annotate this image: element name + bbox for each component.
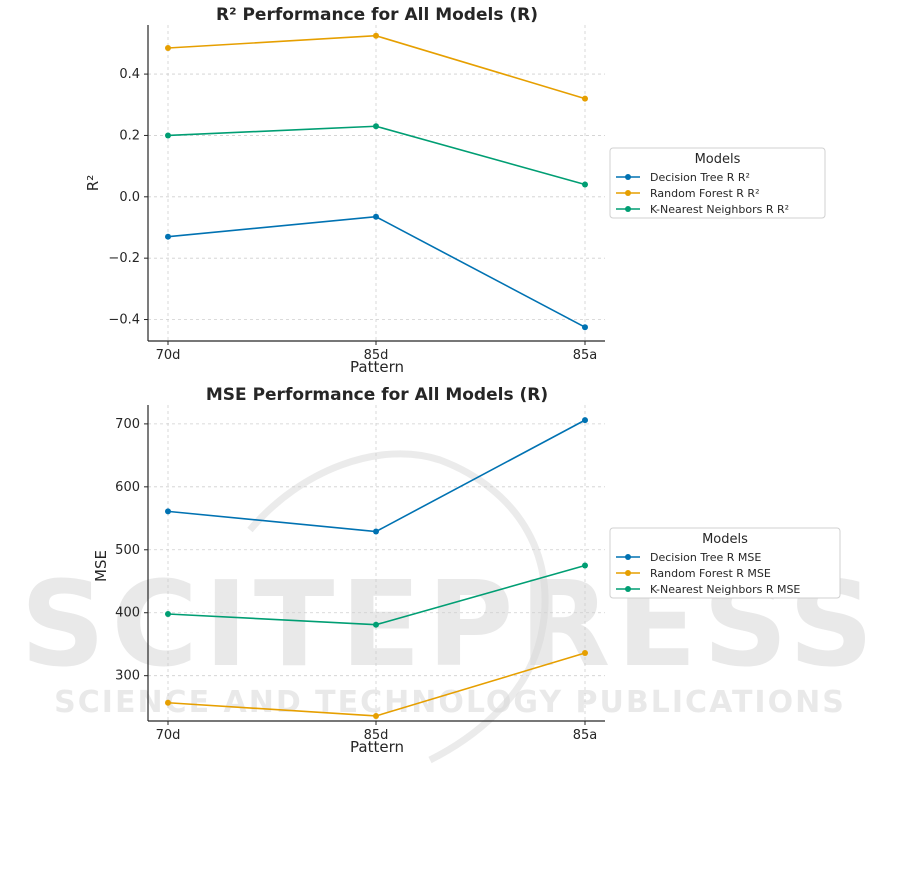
- mse-data-point-decision_tree: [582, 417, 588, 424]
- watermark-swoosh: [247, 450, 549, 764]
- mse-y-tick-label: 300: [115, 669, 140, 684]
- r2-data-point-random_forest: [582, 95, 588, 102]
- mse-y-tick-label: 500: [115, 543, 140, 558]
- mse-x-tick-label: 85a: [573, 728, 598, 743]
- mse-legend-swatch-marker: [625, 586, 631, 592]
- mse-data-point-random_forest: [582, 650, 588, 657]
- mse-y-tick-label: 600: [115, 480, 140, 495]
- mse-chart: MSE Performance for All Models (R) Patte…: [92, 385, 841, 756]
- mse-data-point-random_forest: [373, 712, 379, 719]
- r2-x-tick-label: 85a: [573, 348, 598, 363]
- mse-data-point-knn: [165, 610, 171, 617]
- r2-data-point-decision_tree: [373, 213, 379, 220]
- r2-data-point-knn: [165, 132, 171, 139]
- r2-legend-swatch-marker: [625, 174, 631, 180]
- watermark: SCITEPRESS SCIENCE AND TECHNOLOGY PUBLIC…: [20, 450, 874, 764]
- r2-legend-swatch-marker: [625, 206, 631, 212]
- r2-series-line-knn: [167, 125, 586, 186]
- r2-data-point-decision_tree: [165, 233, 171, 240]
- r2-grid: [148, 25, 605, 341]
- r2-series-line-decision_tree: [167, 215, 586, 328]
- r2-x-tick-label: 85d: [364, 348, 389, 363]
- r2-axes: −0.4 −0.2 0.0 0.2 0.4 70d 85d 85a: [108, 25, 605, 363]
- r2-y-axis-label: R²: [84, 175, 102, 191]
- r2-y-tick-label: 0.4: [119, 67, 140, 82]
- mse-series-line-decision_tree: [167, 419, 586, 533]
- mse-data-point-knn: [373, 621, 379, 628]
- mse-data-point-knn: [582, 562, 588, 569]
- r2-data-point-random_forest: [373, 32, 379, 39]
- r2-legend-box: [609, 147, 826, 219]
- r2-legend: Models Decision Tree R R² Random Forest R …: [609, 147, 826, 219]
- mse-legend-swatch-marker: [625, 554, 631, 560]
- r2-data-point-random_forest: [165, 45, 171, 52]
- mse-x-axis-label: Pattern: [350, 738, 404, 756]
- r2-series-line-random_forest: [167, 34, 586, 100]
- mse-x-tick-label: 70d: [156, 728, 181, 743]
- r2-legend-entry: K-Nearest Neighbors R R²: [650, 203, 789, 216]
- r2-y-tick-label: −0.4: [108, 313, 140, 328]
- mse-chart-title: MSE Performance for All Models (R): [206, 385, 548, 405]
- mse-y-axis-label: MSE: [92, 550, 110, 582]
- r2-data-point-knn: [582, 181, 588, 188]
- r2-chart-title: R² Performance for All Models (R): [216, 5, 538, 25]
- mse-y-tick-label: 700: [115, 417, 140, 432]
- r2-legend-entry: Decision Tree R R²: [650, 171, 750, 184]
- mse-legend-box: [609, 527, 841, 599]
- mse-axes: 300 400 500 600 700 70d 85d 85a: [115, 405, 605, 743]
- mse-legend: Models Decision Tree R MSE Random Forest R…: [609, 527, 841, 599]
- r2-y-tick-label: 0.0: [119, 190, 140, 205]
- r2-y-tick-label: −0.2: [108, 251, 140, 266]
- r2-y-tick-label: 0.2: [119, 128, 140, 143]
- mse-legend-entry: Random Forest R MSE: [650, 567, 771, 580]
- r2-legend-title: Models: [695, 152, 741, 167]
- mse-data-point-decision_tree: [373, 528, 379, 535]
- mse-data-point-random_forest: [165, 699, 171, 706]
- r2-legend-swatch-marker: [625, 190, 631, 196]
- mse-series: [165, 417, 588, 719]
- mse-legend-entry: Decision Tree R MSE: [650, 551, 761, 564]
- r2-data-point-decision_tree: [582, 324, 588, 331]
- r2-x-axis-label: Pattern: [350, 358, 404, 376]
- r2-legend-entry: Random Forest R R²: [650, 187, 759, 200]
- mse-data-point-decision_tree: [165, 508, 171, 515]
- r2-data-point-knn: [373, 123, 379, 130]
- mse-x-tick-label: 85d: [364, 728, 389, 743]
- mse-y-tick-label: 400: [115, 606, 140, 621]
- r2-chart: R² Performance for All Models (R) Patter…: [84, 5, 826, 376]
- r2-series: [165, 32, 588, 331]
- mse-legend-swatch-marker: [625, 570, 631, 576]
- r2-x-tick-label: 70d: [156, 348, 181, 363]
- mse-legend-title: Models: [702, 532, 748, 547]
- watermark-sub-text: SCIENCE AND TECHNOLOGY PUBLICATIONS: [54, 685, 846, 720]
- mse-legend-entry: K-Nearest Neighbors R MSE: [650, 583, 800, 596]
